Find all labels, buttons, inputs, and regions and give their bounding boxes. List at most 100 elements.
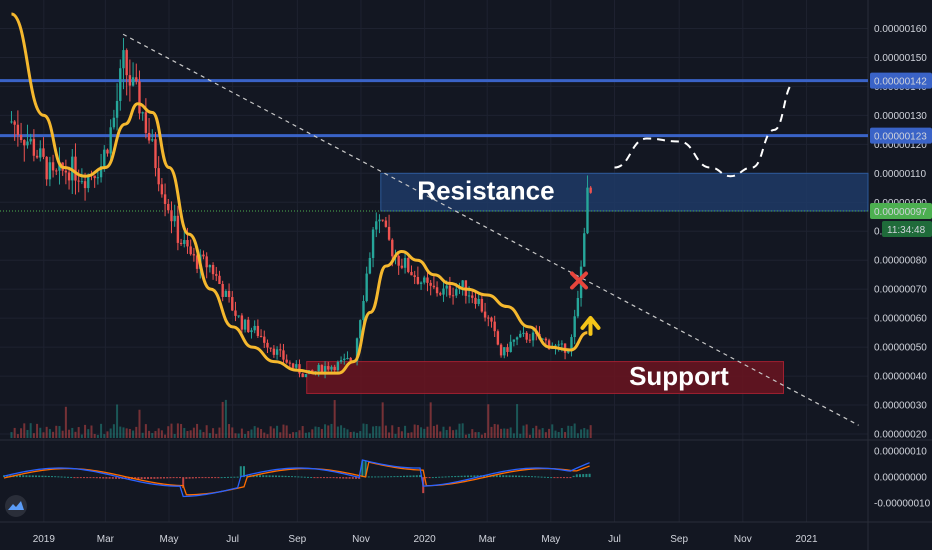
volume-bar [400,431,403,438]
macd-histogram-bar [115,477,117,479]
macd-histogram-bar [89,477,92,479]
macd-histogram-bar [547,476,549,478]
macd-histogram-bar [463,475,466,478]
volume-bar [493,424,496,438]
macd-histogram-bar [355,477,357,479]
macd-histogram-bar [467,475,469,478]
tradingview-logo[interactable] [5,495,27,517]
macd-histogram-bar [166,477,169,479]
candle-body [144,112,148,133]
macd-histogram-bar [419,475,421,478]
volume-bar [64,406,67,438]
volume-bar [13,427,16,438]
macd-histogram-bar [399,475,402,478]
price-tick-label: 0.00000020 [874,430,927,441]
macd-histogram-bar [95,477,98,479]
volume-bar [439,431,442,438]
volume-bar [407,432,410,438]
macd-histogram-bar [51,476,53,478]
level-price-tag[interactable] [870,127,932,144]
volume-bar [221,401,224,438]
candle-body [275,349,279,355]
volume-bar [516,404,519,438]
candle-body [263,336,266,343]
volume-bar [186,430,189,438]
volume-bar [567,425,570,438]
macd-histogram-bar [527,476,530,478]
projection-path[interactable] [614,82,795,178]
price-tick-label: 0.00000160 [874,24,927,35]
candle-body [179,242,183,244]
macd-histogram-bar [214,477,217,479]
candle-body [365,273,368,301]
volume-bar [586,429,589,438]
volume-bar [324,424,327,438]
trendline[interactable] [122,33,859,426]
macd-histogram-bar [198,477,201,479]
up-arrow-icon [580,315,601,336]
macd-histogram-bar [543,476,546,478]
macd-histogram-bar [169,477,172,479]
volume-bar [333,400,336,438]
macd-histogram-bar [83,477,85,479]
price-axis[interactable]: 0.000001600.000001500.000001400.00000130… [870,24,932,510]
price-tick-label: 0.00000110 [874,169,927,180]
macd-histogram-bar [505,475,508,478]
time-tick-label: Jul [608,534,621,545]
macd-histogram-bar [284,475,287,478]
level-price-tag[interactable] [870,72,932,89]
candle-body [218,275,221,284]
volume-bar [397,426,400,438]
projection[interactable] [614,82,795,178]
macd-histogram-bar [108,477,111,479]
candle-body [253,325,256,331]
macd-histogram-bar [28,475,31,478]
volume-bar [154,431,157,438]
descending-trendline[interactable] [122,33,859,426]
time-tick-label: 2020 [413,534,436,545]
volume-bar [112,424,115,438]
candle-body [29,138,32,142]
macd-histogram-bar [255,475,258,478]
volume-bar [429,402,432,438]
macd-histogram-bar [156,477,159,479]
volume-bar [487,404,490,438]
volume-bar [87,429,90,438]
candle-body [327,366,330,370]
macd-histogram-bar [153,477,156,479]
macd-histogram-bar [518,475,521,478]
volume-bar [244,434,247,438]
volume-bar [157,428,160,438]
candle-body [141,112,144,114]
candle-body [237,315,240,317]
macd-histogram-bar [383,476,386,478]
candle-body [256,325,260,336]
volume-bar [164,434,167,438]
current-price-tag[interactable] [870,202,932,219]
volume-bar [295,432,298,438]
candle-body [173,215,176,222]
volume-bar [362,423,365,438]
candle-body [435,287,439,294]
macd-histogram-bar [31,475,34,478]
time-axis[interactable]: 2019 Mar May Jul Sep Nov 2020 Mar May Jul Sep Nov 20… [33,534,818,545]
candle-body [474,297,477,304]
volume-bar [29,423,32,438]
macd-histogram-bar [371,476,373,478]
volume-bar [122,427,125,438]
volume-bar [96,434,99,438]
candle-body [122,50,125,69]
macd-histogram-bar [22,475,25,478]
candle-body [243,319,247,330]
candle-body [557,344,560,346]
macd-histogram-bar [118,477,121,479]
volume-bar [135,426,138,438]
volume-bar [125,428,128,438]
macd-histogram-bar [86,477,89,479]
macd-histogram-bar [553,477,556,479]
horizontal-levels[interactable] [0,79,868,212]
volume-bar [141,432,144,438]
macd-histogram-bar [332,477,335,479]
time-tick-label: Nov [734,534,752,545]
